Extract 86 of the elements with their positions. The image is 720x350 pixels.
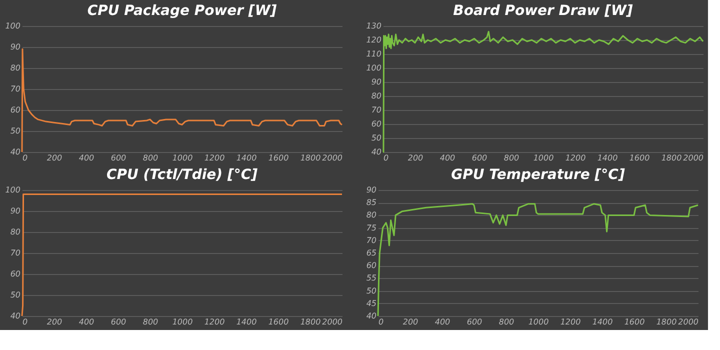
y-tick-label: 90 bbox=[10, 206, 20, 216]
x-tick-label: 2000 bbox=[678, 318, 698, 326]
x-tick-label: 400 bbox=[434, 318, 450, 326]
y-tick-label: 80 bbox=[10, 64, 20, 72]
y-tick-label: 90 bbox=[10, 42, 20, 52]
y-tick-label: 70 bbox=[10, 248, 20, 258]
y-tick-label: 60 bbox=[10, 270, 20, 278]
y-tick-label: 70 bbox=[10, 84, 20, 94]
y-tick-label: 50 bbox=[371, 134, 382, 142]
x-tick-label: 1800 bbox=[300, 154, 321, 162]
x-tick-label: 400 bbox=[440, 154, 456, 162]
y-tick-label: 100 bbox=[5, 186, 20, 194]
x-tick-label: 600 bbox=[110, 154, 126, 162]
y-tick-label: 60 bbox=[371, 120, 382, 128]
x-tick-label: 800 bbox=[142, 154, 158, 162]
y-tick-label: 75 bbox=[366, 223, 376, 232]
y-tick-label: 85 bbox=[366, 198, 376, 208]
y-tick-label: 60 bbox=[10, 106, 20, 114]
x-tick-label: 1400 bbox=[592, 318, 613, 326]
x-tick-label: 1200 bbox=[204, 318, 225, 326]
x-tick-label: 1600 bbox=[629, 154, 650, 162]
y-tick-label: 40 bbox=[10, 148, 20, 156]
x-tick-label: 1200 bbox=[565, 154, 586, 162]
x-tick-label: 800 bbox=[504, 154, 520, 162]
y-tick-label: 70 bbox=[371, 106, 382, 114]
x-tick-label: 200 bbox=[402, 318, 418, 326]
x-tick-label: 0 bbox=[22, 318, 28, 326]
line-series bbox=[377, 203, 699, 317]
y-tick-label: 100 bbox=[5, 22, 20, 30]
x-tick-label: 1600 bbox=[268, 154, 289, 162]
y-tick-label: 80 bbox=[10, 228, 20, 236]
x-tick-label: 400 bbox=[78, 154, 94, 162]
x-tick-label: 1200 bbox=[204, 154, 225, 162]
x-tick-label: 1400 bbox=[236, 318, 257, 326]
x-tick-label: 2000 bbox=[322, 154, 342, 162]
y-tick-label: 70 bbox=[366, 236, 376, 245]
x-tick-label: 200 bbox=[408, 154, 424, 162]
x-tick-label: 1000 bbox=[528, 318, 549, 326]
x-tick-label: 400 bbox=[78, 318, 94, 326]
y-tick-label: 120 bbox=[366, 36, 382, 44]
chart-title: CPU (Tctl/Tdie) [°C] bbox=[106, 167, 258, 183]
x-tick-label: 0 bbox=[378, 318, 384, 326]
y-tick-label: 50 bbox=[10, 290, 20, 300]
x-tick-label: 800 bbox=[142, 318, 158, 326]
y-tick-label: 130 bbox=[366, 22, 382, 30]
y-tick-label: 80 bbox=[366, 210, 376, 220]
y-tick-label: 110 bbox=[366, 50, 382, 58]
y-tick-label: 90 bbox=[371, 78, 382, 86]
x-tick-label: 1200 bbox=[560, 318, 581, 326]
x-tick-label: 0 bbox=[384, 154, 389, 162]
x-tick-label: 1000 bbox=[172, 154, 193, 162]
y-tick-label: 50 bbox=[366, 286, 376, 296]
x-tick-label: 1800 bbox=[661, 154, 682, 162]
x-tick-label: 1800 bbox=[656, 318, 677, 326]
y-tick-label: 40 bbox=[371, 148, 382, 156]
x-tick-label: 600 bbox=[466, 318, 482, 326]
y-tick-label: 45 bbox=[366, 298, 376, 308]
y-tick-label: 50 bbox=[10, 126, 20, 136]
x-tick-label: 2000 bbox=[322, 318, 342, 326]
x-tick-label: 1000 bbox=[533, 154, 554, 162]
x-tick-label: 200 bbox=[46, 318, 62, 326]
y-tick-label: 40 bbox=[10, 312, 20, 320]
x-tick-label: 1400 bbox=[236, 154, 257, 162]
y-tick-label: 60 bbox=[366, 261, 376, 270]
y-tick-label: 90 bbox=[366, 186, 376, 194]
x-tick-label: 800 bbox=[498, 318, 514, 326]
line-series bbox=[21, 48, 343, 153]
x-tick-label: 600 bbox=[472, 154, 488, 162]
line-series bbox=[382, 30, 704, 153]
x-tick-label: 600 bbox=[110, 318, 126, 326]
y-tick-label: 65 bbox=[366, 248, 376, 258]
chart-title: CPU Package Power [W] bbox=[87, 3, 278, 19]
x-tick-label: 1400 bbox=[597, 154, 618, 162]
x-tick-label: 1800 bbox=[300, 318, 321, 326]
x-tick-label: 1600 bbox=[268, 318, 289, 326]
x-tick-label: 2000 bbox=[683, 154, 704, 162]
chart-title: Board Power Draw [W] bbox=[453, 3, 634, 19]
x-tick-label: 0 bbox=[22, 154, 28, 162]
y-tick-label: 40 bbox=[366, 312, 376, 320]
chart-title: GPU Temperature [°C] bbox=[451, 167, 626, 183]
x-tick-label: 200 bbox=[46, 154, 62, 162]
x-tick-label: 1000 bbox=[172, 318, 193, 326]
x-tick-label: 1600 bbox=[624, 318, 645, 326]
y-tick-label: 55 bbox=[366, 274, 376, 283]
y-tick-label: 80 bbox=[371, 92, 382, 100]
y-tick-label: 100 bbox=[366, 64, 382, 72]
